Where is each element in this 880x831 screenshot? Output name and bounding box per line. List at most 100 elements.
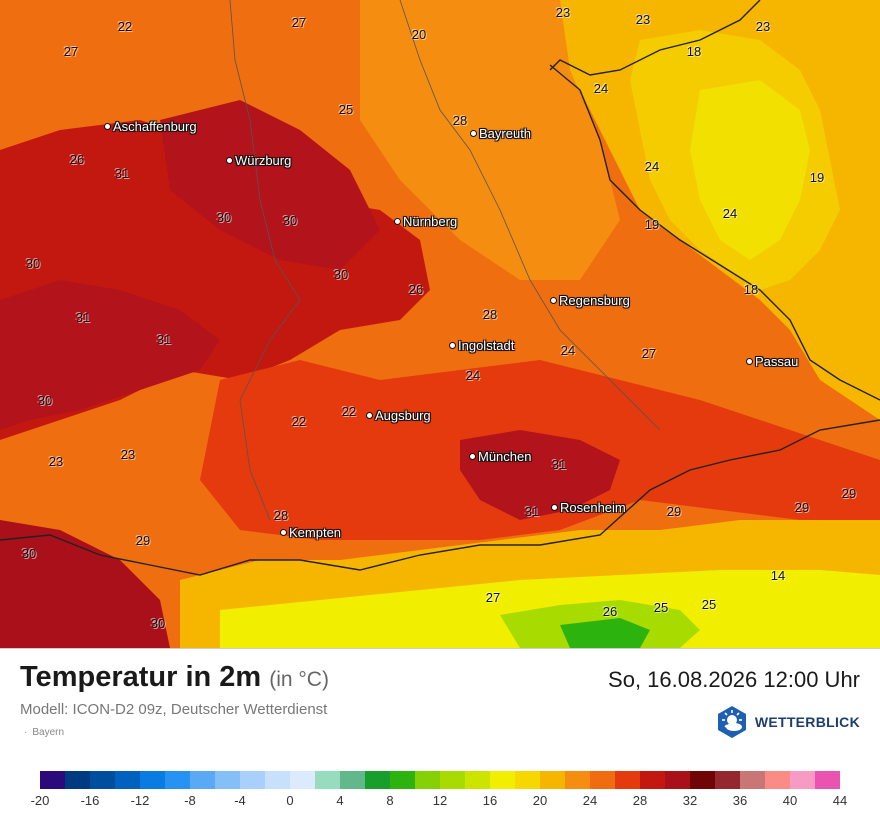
- scale-segment: [315, 771, 340, 789]
- scale-segment: [715, 771, 740, 789]
- temperature-value: 26: [408, 282, 424, 297]
- temperature-value: 22: [291, 414, 307, 429]
- scale-tick-label: 44: [832, 793, 848, 808]
- scale-segment: [115, 771, 140, 789]
- temperature-value: 28: [452, 113, 468, 128]
- city-marker-icon: [470, 130, 477, 138]
- wetterblick-logo[interactable]: WETTERBLICK: [715, 705, 860, 739]
- temperature-value: 29: [794, 500, 810, 515]
- logo-text: WETTERBLICK: [754, 714, 860, 730]
- scale-tick-label: 28: [632, 793, 648, 808]
- scale-segment: [515, 771, 540, 789]
- temperature-value: 26: [69, 152, 85, 167]
- scale-segment: [690, 771, 715, 789]
- map-footer: Temperatur in 2m (in °C) So, 16.08.2026 1…: [0, 648, 880, 831]
- scale-tick-label: -4: [234, 793, 246, 808]
- temperature-value: 24: [593, 81, 609, 96]
- city-label: Rosenheim: [551, 501, 626, 515]
- scale-segment: [40, 771, 65, 789]
- temperature-value: 31: [551, 457, 567, 472]
- city-marker-icon: [394, 218, 401, 226]
- scale-tick-label: 32: [682, 793, 698, 808]
- temperature-value: 23: [635, 12, 651, 27]
- temperature-value: 22: [341, 404, 357, 419]
- scale-tick-label: 20: [532, 793, 548, 808]
- scale-tick-label: 8: [386, 793, 394, 808]
- temperature-value: 18: [743, 282, 759, 297]
- temperature-value: 30: [21, 546, 37, 561]
- scale-tick-label: -16: [80, 793, 100, 808]
- scale-segment: [640, 771, 665, 789]
- temperature-value: 30: [25, 256, 41, 271]
- temperature-map[interactable]: Aschaffenburg Würzburg Bayreuth Nürnberg…: [0, 0, 880, 648]
- temperature-value: 30: [282, 213, 298, 228]
- city-label: Würzburg: [226, 154, 291, 168]
- temperature-value: 23: [120, 447, 136, 462]
- temperature-value: 23: [555, 5, 571, 20]
- scale-segment: [340, 771, 365, 789]
- temperature-value: 24: [465, 368, 481, 383]
- city-marker-icon: [280, 529, 287, 537]
- temperature-value: 22: [117, 19, 133, 34]
- scale-tick-label: 36: [732, 793, 748, 808]
- model-source: Modell: ICON-D2 09z, Deutscher Wetterdie…: [20, 701, 328, 718]
- temperature-value: 19: [644, 217, 660, 232]
- scale-segment: [390, 771, 415, 789]
- scale-tick-label: -12: [130, 793, 150, 808]
- temperature-value: 31: [114, 166, 130, 181]
- temperature-value: 25: [653, 600, 669, 615]
- city-label: Bayreuth: [470, 127, 531, 141]
- temperature-scale-ticks: -20 -16 -12 -8 -4 0 4 8 12 16 20 24 28 32 36 40 44: [31, 793, 848, 813]
- scale-tick-label: -20: [30, 793, 50, 808]
- temperature-value: 27: [291, 15, 307, 30]
- temperature-color-scale: [40, 771, 840, 789]
- scale-segment: [65, 771, 90, 789]
- scale-tick-label: 24: [582, 793, 598, 808]
- city-label: Kempten: [280, 526, 341, 540]
- scale-tick-label: -8: [184, 793, 196, 808]
- temperature-value: 29: [135, 533, 151, 548]
- scale-tick-label: 16: [482, 793, 498, 808]
- temperature-value: 18: [686, 44, 702, 59]
- temperature-value: 24: [722, 206, 738, 221]
- city-marker-icon: [551, 504, 558, 512]
- city-label: Ingolstadt: [449, 339, 514, 353]
- scale-tick-label: 40: [782, 793, 798, 808]
- scale-segment: [790, 771, 815, 789]
- scale-tick-label: 0: [286, 793, 294, 808]
- scale-segment: [90, 771, 115, 789]
- temperature-value: 30: [333, 267, 349, 282]
- temperature-value: 29: [841, 486, 857, 501]
- scale-segment: [440, 771, 465, 789]
- city-label: Nürnberg: [394, 215, 457, 229]
- temperature-value: 19: [809, 170, 825, 185]
- temperature-value: 31: [156, 332, 172, 347]
- forecast-datetime: So, 16.08.2026 12:00 Uhr: [608, 667, 860, 692]
- temperature-value: 28: [482, 307, 498, 322]
- scale-tick-label: 12: [432, 793, 448, 808]
- page-title: Temperatur in 2m (in °C): [20, 661, 329, 693]
- scale-segment: [465, 771, 490, 789]
- temperature-value: 24: [560, 343, 576, 358]
- scale-segment: [815, 771, 840, 789]
- temperature-value: 28: [273, 508, 289, 523]
- scale-segment: [215, 771, 240, 789]
- temperature-value: 30: [216, 210, 232, 225]
- city-marker-icon: [550, 297, 557, 305]
- scale-segment: [415, 771, 440, 789]
- sun-cloud-hexagon-icon: [717, 706, 746, 738]
- scale-segment: [590, 771, 615, 789]
- temperature-value: 29: [666, 504, 682, 519]
- scale-segment: [140, 771, 165, 789]
- temperature-field: [0, 0, 880, 648]
- temperature-value: 24: [644, 159, 660, 174]
- temperature-value: 27: [641, 346, 657, 361]
- temperature-value: 30: [150, 616, 166, 631]
- unit-label: (in °C): [269, 668, 329, 691]
- temperature-value: 27: [485, 590, 501, 605]
- temperature-value: 23: [48, 454, 64, 469]
- temperature-value: 23: [755, 19, 771, 34]
- scale-tick-label: 4: [336, 793, 344, 808]
- scale-segment: [565, 771, 590, 789]
- scale-segment: [740, 771, 765, 789]
